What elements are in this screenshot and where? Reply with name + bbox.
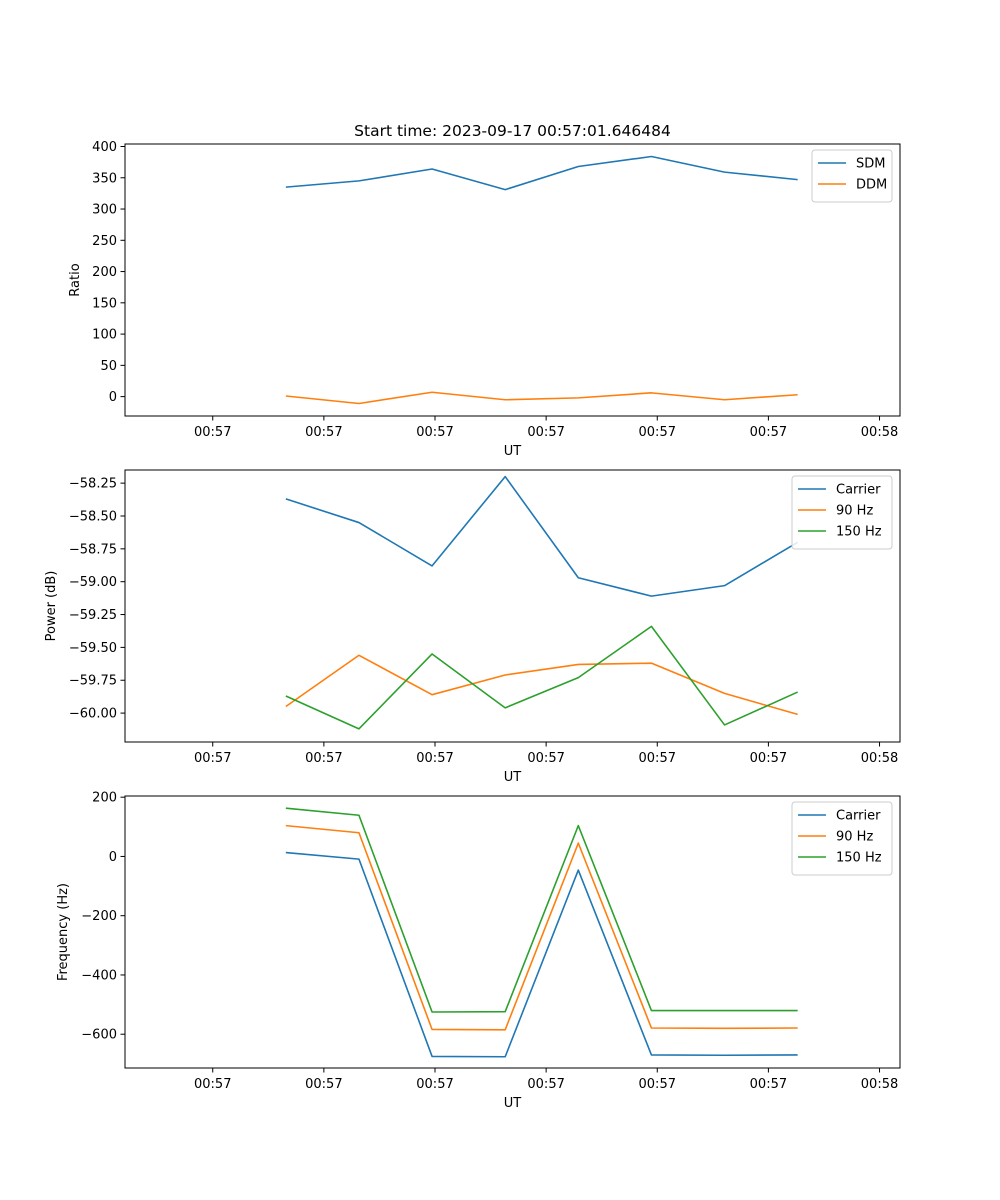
x-tick-label: 00:58 — [861, 425, 898, 440]
y-tick-label: 200 — [92, 265, 117, 280]
legend-label: DDM — [856, 178, 887, 193]
y-tick-label: 0 — [109, 850, 117, 865]
legend-label: Carrier — [836, 483, 881, 498]
x-tick-label: 00:57 — [750, 751, 787, 766]
x-tick-label: 00:57 — [639, 751, 676, 766]
x-tick-label: 00:57 — [416, 751, 453, 766]
y-axis-label: Frequency (Hz) — [56, 883, 71, 981]
series-line-carrier — [285, 851, 798, 1058]
y-tick-label: −59.00 — [69, 575, 117, 590]
y-tick-label: 100 — [92, 328, 117, 343]
y-tick-label: −400 — [81, 968, 117, 983]
x-tick-label: 00:57 — [527, 1077, 564, 1092]
legend-label: 150 Hz — [836, 525, 882, 540]
y-tick-label: −59.50 — [69, 641, 117, 656]
y-tick-label: −60.00 — [69, 707, 117, 722]
x-tick-label: 00:57 — [527, 751, 564, 766]
x-tick-label: 00:57 — [639, 1077, 676, 1092]
y-tick-label: 250 — [92, 234, 117, 249]
plot-frame — [124, 143, 901, 417]
legend: Carrier 90 Hz 150 Hz — [791, 475, 893, 550]
x-tick-label: 00:57 — [194, 425, 231, 440]
y-tick-label: −58.50 — [69, 509, 117, 524]
y-tick-label: 150 — [92, 296, 117, 311]
y-tick-label: −58.25 — [69, 477, 117, 492]
legend-label: 150 Hz — [836, 851, 882, 866]
plot-frame — [124, 469, 901, 743]
x-tick-label: 00:57 — [750, 425, 787, 440]
x-tick-label: 00:57 — [194, 1077, 231, 1092]
y-tick-label: 0 — [109, 390, 117, 405]
y-tick-label: −600 — [81, 1028, 117, 1043]
legend: Carrier 90 Hz 150 Hz — [791, 801, 893, 876]
y-tick-label: −58.75 — [69, 542, 117, 557]
y-axis-label: Ratio — [68, 263, 83, 296]
x-axis-label: UT — [504, 770, 522, 785]
subplot-2: 00:57 00:57 00:57 00:57 00:57 00:57 00:58 −60.0… — [44, 469, 901, 785]
x-tick-label: 00:57 — [639, 425, 676, 440]
series-line-150-hz — [285, 625, 798, 730]
series-line-ddm — [285, 391, 798, 405]
x-tick-label: 00:58 — [861, 1077, 898, 1092]
y-tick-label: 50 — [100, 359, 117, 374]
x-tick-label: 00:57 — [194, 751, 231, 766]
legend-label: 90 Hz — [836, 830, 873, 845]
legend-label: 90 Hz — [836, 504, 873, 519]
legend-label: SDM — [856, 157, 885, 172]
x-tick-label: 00:57 — [305, 425, 342, 440]
plot-frame — [124, 795, 901, 1069]
x-tick-label: 00:57 — [750, 1077, 787, 1092]
x-tick-label: 00:57 — [305, 1077, 342, 1092]
x-tick-label: 00:57 — [416, 425, 453, 440]
series-line-carrier — [285, 475, 799, 597]
chart-title: Start time: 2023-09-17 00:57:01.646484 — [354, 122, 671, 140]
legend-label: Carrier — [836, 809, 881, 824]
x-tick-label: 00:57 — [416, 1077, 453, 1092]
x-tick-label: 00:57 — [305, 751, 342, 766]
legend: SDM DDM — [811, 149, 893, 203]
series-line-150-hz — [285, 807, 798, 1013]
series-group — [285, 807, 798, 1058]
y-tick-label: −59.75 — [69, 674, 117, 689]
x-axis-label: UT — [504, 444, 522, 459]
y-tick-label: 350 — [92, 171, 117, 186]
y-tick-label: 300 — [92, 203, 117, 218]
series-line-90-hz — [285, 654, 798, 716]
x-tick-label: 00:58 — [861, 751, 898, 766]
y-tick-label: −200 — [81, 909, 117, 924]
y-tick-label: −59.25 — [69, 608, 117, 623]
y-tick-label: 400 — [92, 140, 117, 155]
series-line-sdm — [285, 155, 798, 191]
series-group — [285, 155, 798, 405]
series-line-90-hz — [285, 824, 798, 1031]
y-tick-label: 200 — [92, 791, 117, 806]
subplot-1: Start time: 2023-09-17 00:57:01.64648400… — [68, 122, 901, 459]
series-group — [285, 475, 799, 730]
y-axis-label: Power (dB) — [44, 571, 59, 642]
x-axis-label: UT — [504, 1096, 522, 1111]
subplot-3: 00:57 00:57 00:57 00:57 00:57 00:57 00:58 −600 −… — [56, 791, 901, 1111]
x-tick-label: 00:57 — [527, 425, 564, 440]
